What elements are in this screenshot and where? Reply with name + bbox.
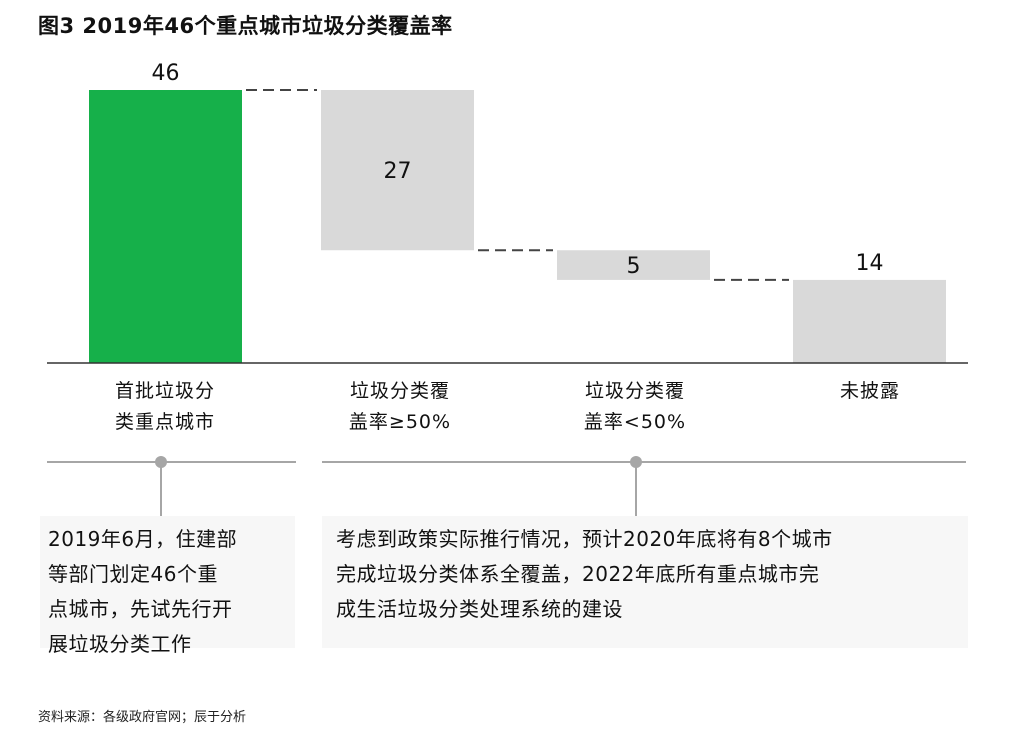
value-label-2: 5 <box>627 254 641 279</box>
category-label-1-line-1: 垃圾分类覆 <box>349 380 450 402</box>
note-right-line-1: 考虑到政策实际推行情况，预计2020年底将有8个城市 <box>336 527 833 551</box>
category-label-3-line-1: 未披露 <box>839 380 900 402</box>
bar-1 <box>321 90 474 251</box>
category-label-2-line-1: 垃圾分类覆 <box>584 380 685 402</box>
category-label-1: 垃圾分类覆 盖率≥50% <box>300 376 500 438</box>
value-label-1: 27 <box>384 159 412 184</box>
bar-2 <box>557 250 710 280</box>
note-box-left: 2019年6月，住建部 等部门划定46个重 点城市，先试先行开 展垃圾分类工作 <box>40 516 295 656</box>
source-note: 资料来源：各级政府官网；辰于分析 <box>38 710 247 725</box>
category-label-1-line-2: 盖率≥50% <box>348 411 452 433</box>
note-right-line-3: 成生活垃圾分类处理系统的建设 <box>336 597 623 621</box>
chart-title: 图3 2019年46个重点城市垃圾分类覆盖率 <box>38 14 453 38</box>
value-label-0: 46 <box>152 61 180 86</box>
category-label-3: 未披露 <box>770 376 970 407</box>
category-label-2-line-2: 盖率<50% <box>583 411 687 433</box>
note-left-line-3: 点城市，先试先行开 <box>48 597 233 621</box>
note-right-line-2: 完成垃圾分类体系全覆盖，2022年底所有重点城市完 <box>336 562 820 586</box>
bar-3 <box>793 279 946 363</box>
note-left-line-4: 展垃圾分类工作 <box>48 632 192 656</box>
note-left-line-1: 2019年6月，住建部 <box>48 527 238 551</box>
note-left-line-2: 等部门划定46个重 <box>48 562 218 586</box>
category-label-0: 首批垃圾分 类重点城市 <box>65 376 265 438</box>
category-label-0-line-1: 首批垃圾分 <box>114 380 215 402</box>
value-label-3: 14 <box>856 251 884 276</box>
note-box-right: 考虑到政策实际推行情况，预计2020年底将有8个城市 完成垃圾分类体系全覆盖，2… <box>322 516 968 648</box>
bar-0 <box>89 90 242 363</box>
category-label-2: 垃圾分类覆 盖率<50% <box>535 376 735 438</box>
category-label-0-line-2: 类重点城市 <box>114 411 215 433</box>
